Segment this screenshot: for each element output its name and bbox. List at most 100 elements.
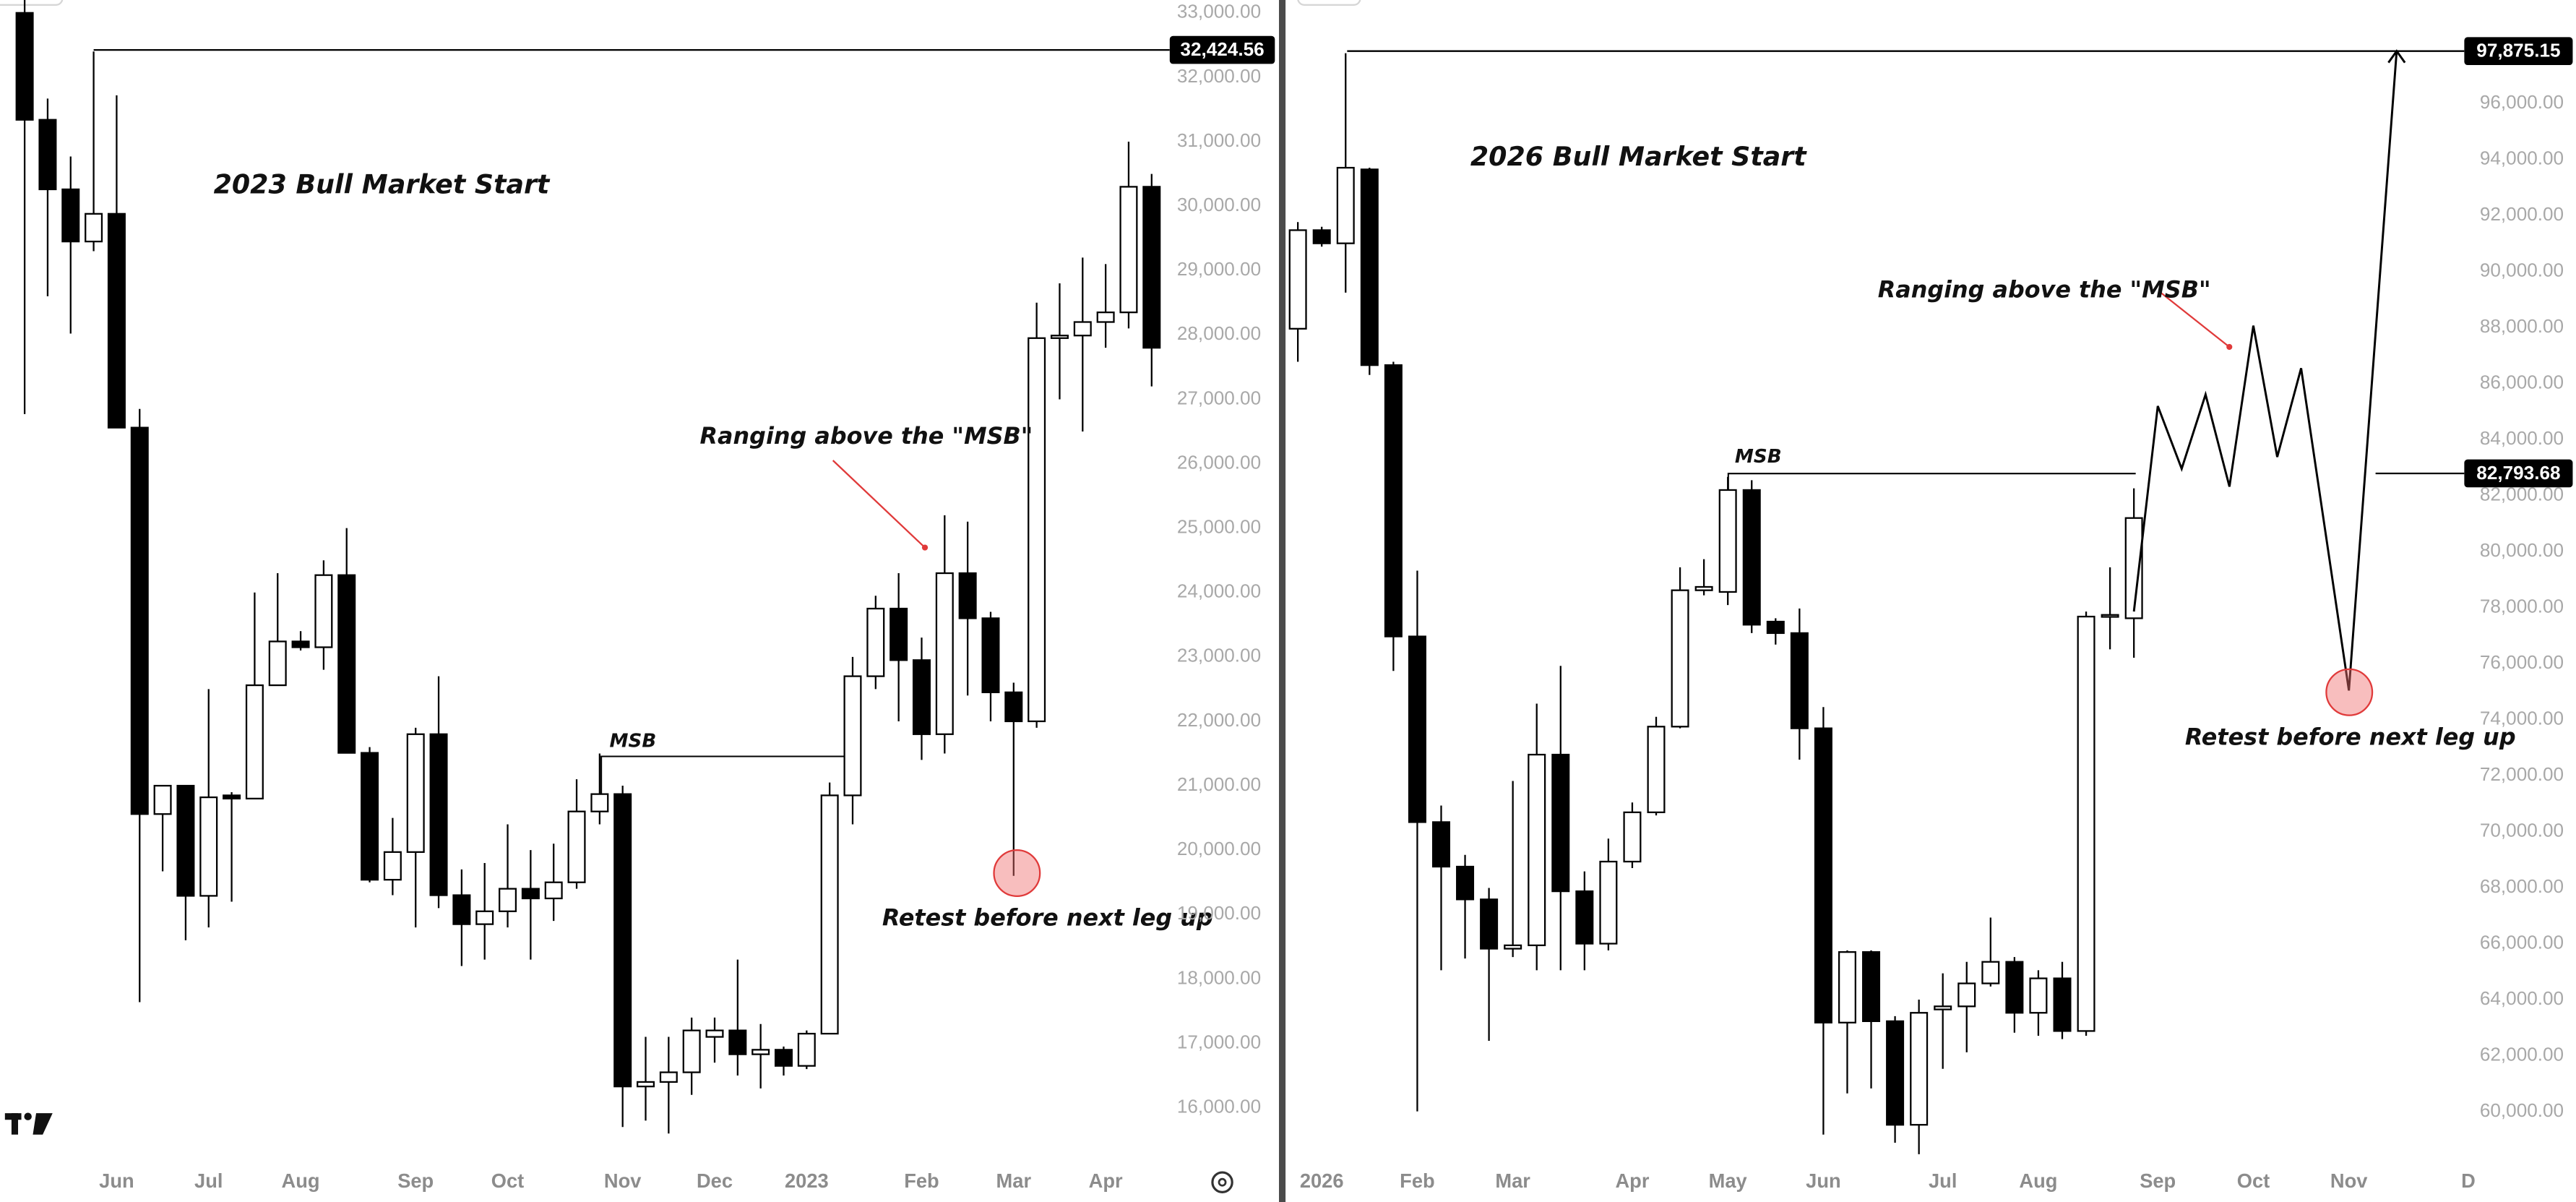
- annotation-arrow-dot: [2226, 343, 2233, 351]
- candle-body: [85, 213, 103, 243]
- y-tick-label: 86,000.00: [2480, 372, 2564, 393]
- candle-body: [2101, 614, 2119, 618]
- x-tick-label: Jun: [99, 1169, 134, 1192]
- y-tick-label: 94,000.00: [2480, 147, 2564, 169]
- candle-body: [2029, 977, 2048, 1014]
- settings-icon[interactable]: [1211, 1171, 1233, 1193]
- y-tick-label: 31,000.00: [1177, 129, 1261, 151]
- candle-body: [291, 640, 310, 648]
- y-tick-label: 92,000.00: [2480, 203, 2564, 225]
- price-level-label: 97,875.15: [2476, 40, 2560, 61]
- chart-title: 2023 Bull Market Start: [214, 169, 551, 200]
- candle-body: [314, 574, 333, 648]
- candle-body: [1142, 186, 1161, 349]
- price-level-box: [2464, 459, 2573, 488]
- y-tick-label: 80,000.00: [2480, 539, 2564, 561]
- candle-body: [981, 617, 1000, 693]
- candle-body: [659, 1071, 678, 1083]
- candle-body: [1671, 589, 1689, 728]
- candle-body: [1004, 691, 1023, 723]
- x-tick-label: Mar: [1495, 1169, 1530, 1192]
- candle-body: [153, 784, 172, 815]
- annotation-arrow-dot: [921, 544, 929, 551]
- candle-body: [1742, 489, 1761, 626]
- candle-body: [406, 733, 425, 853]
- y-tick-label: 72,000.00: [2480, 763, 2564, 785]
- toolbar-button[interactable]: [1297, 0, 1361, 6]
- y-tick-label: 28,000.00: [1177, 322, 1261, 344]
- x-tick-label: Apr: [1615, 1169, 1649, 1192]
- chart-title: 2026 Bull Market Start: [1470, 141, 1807, 172]
- candle-body: [15, 12, 34, 121]
- candle-body: [452, 894, 471, 925]
- candle-body: [223, 794, 241, 800]
- candle-body: [176, 784, 195, 897]
- candle-body: [1694, 585, 1713, 591]
- y-tick-label: 70,000.00: [2480, 819, 2564, 841]
- candle-body: [1981, 961, 2000, 984]
- candle-body: [475, 910, 494, 925]
- candle-body: [912, 659, 931, 735]
- candle-body: [1384, 364, 1403, 638]
- candle-body: [682, 1029, 701, 1073]
- x-tick-label: Sep: [2140, 1169, 2176, 1192]
- candle-body: [590, 793, 609, 812]
- y-tick-label: 60,000.00: [2480, 1099, 2564, 1121]
- candle-body: [1073, 321, 1092, 337]
- candle-body: [613, 793, 632, 1088]
- candle-body: [499, 888, 517, 912]
- candle-body: [1408, 635, 1426, 823]
- candle-body: [521, 888, 540, 900]
- candle-body: [1790, 632, 1809, 729]
- candle-body: [245, 684, 264, 800]
- x-tick-label: D: [2461, 1169, 2476, 1192]
- y-tick-label: 96,000.00: [2480, 91, 2564, 113]
- x-tick-label: Oct: [491, 1169, 524, 1192]
- y-tick-label: 78,000.00: [2480, 596, 2564, 617]
- candle-body: [567, 810, 586, 883]
- candle-body: [843, 675, 862, 797]
- candle-body: [1288, 229, 1307, 330]
- retest-marker: [2325, 668, 2374, 716]
- msb-line: [600, 755, 848, 794]
- annotation: MSB: [610, 731, 657, 752]
- candle-body: [337, 574, 356, 754]
- candle-body: [1096, 312, 1115, 323]
- y-tick-label: 29,000.00: [1177, 258, 1261, 280]
- candle-body: [268, 640, 287, 687]
- x-tick-label: Nov: [604, 1169, 642, 1192]
- retest-marker: [993, 849, 1041, 897]
- x-tick-label: Jul: [1929, 1169, 1957, 1192]
- y-tick-label: 33,000.00: [1177, 1, 1261, 22]
- toolbar-button[interactable]: [0, 0, 64, 6]
- candle-body: [889, 607, 908, 661]
- annotation-arrow: [2158, 290, 2230, 348]
- candle-body: [866, 607, 885, 677]
- x-tick-label: Feb: [904, 1169, 939, 1192]
- y-tick-label: 84,000.00: [2480, 427, 2564, 449]
- candle-body: [383, 851, 402, 881]
- x-tick-label: Feb: [1400, 1169, 1435, 1192]
- y-tick-label: 62,000.00: [2480, 1043, 2564, 1065]
- y-tick-label: 26,000.00: [1177, 451, 1261, 473]
- y-tick-label: 64,000.00: [2480, 987, 2564, 1009]
- candle-body: [797, 1032, 816, 1067]
- candle-body: [2077, 615, 2095, 1032]
- candle-body: [958, 572, 977, 619]
- y-tick-label: 25,000.00: [1177, 516, 1261, 538]
- candle-body: [61, 188, 80, 243]
- annotation: Ranging above the "MSB": [1878, 276, 2211, 304]
- y-tick-label: 74,000.00: [2480, 708, 2564, 729]
- y-tick-label: 23,000.00: [1177, 645, 1261, 666]
- x-tick-label: Sep: [397, 1169, 434, 1192]
- candle-body: [2124, 517, 2143, 619]
- candle-body: [107, 213, 126, 429]
- projection-line: [2132, 51, 2398, 691]
- candle-body: [1814, 727, 1832, 1023]
- annotation: Retest before next leg up: [882, 904, 1213, 932]
- x-tick-label: 2026: [1300, 1169, 1344, 1192]
- x-tick-label: Aug: [2019, 1169, 2057, 1192]
- x-tick-label: Jun: [1806, 1169, 1841, 1192]
- price-level-label: 32,424.56: [1180, 38, 1264, 60]
